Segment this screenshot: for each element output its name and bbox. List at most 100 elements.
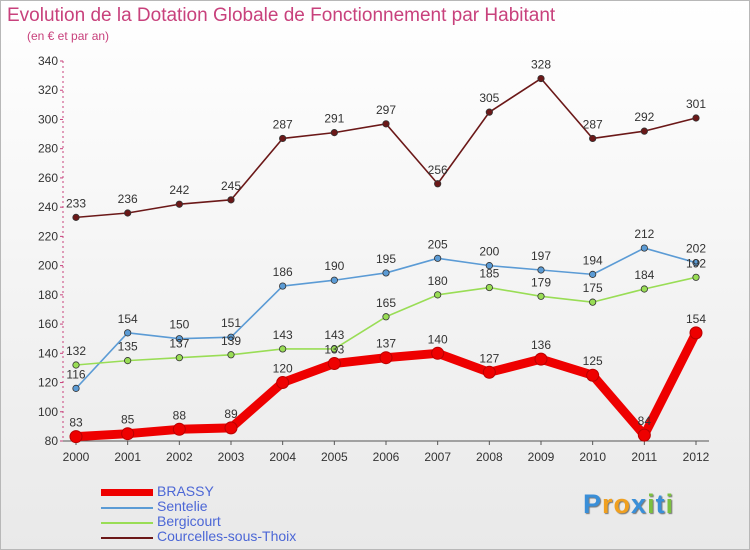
data-label-bergicourt: 175 — [583, 281, 603, 295]
legend-label-courcelles: Courcelles-sous-Thoix — [157, 528, 297, 544]
data-label-courcelles-sous-thoix: 287 — [583, 117, 603, 131]
data-label-brassy: 88 — [173, 408, 187, 422]
data-point-bergicourt — [692, 273, 700, 281]
y-tick-label: 340 — [38, 54, 58, 68]
data-label-bergicourt: 192 — [686, 256, 706, 270]
data-point-courcelles-sous-thoix — [124, 209, 132, 217]
legend-swatch-bergicourt — [101, 522, 153, 524]
data-label-sentelie: 194 — [583, 253, 603, 267]
x-tick-label: 2010 — [579, 450, 606, 464]
data-label-bergicourt: 137 — [169, 337, 189, 351]
y-tick-label: 320 — [38, 83, 58, 97]
data-label-sentelie: 200 — [479, 245, 499, 259]
data-label-bergicourt: 185 — [479, 267, 499, 281]
data-point-sentelie — [382, 269, 390, 277]
data-label-brassy: 133 — [324, 343, 344, 357]
data-label-sentelie: 212 — [634, 227, 654, 241]
x-tick-label: 2009 — [528, 450, 555, 464]
x-tick-label: 2007 — [424, 450, 451, 464]
data-label-sentelie: 116 — [66, 367, 85, 381]
data-point-bergicourt — [72, 361, 80, 369]
data-point-courcelles-sous-thoix — [330, 129, 338, 137]
data-point-sentelie — [175, 335, 183, 343]
data-point-brassy — [327, 357, 341, 371]
data-label-courcelles-sous-thoix: 292 — [634, 110, 654, 124]
x-tick-label: 2005 — [321, 450, 348, 464]
data-point-sentelie — [589, 270, 597, 278]
data-point-bergicourt — [330, 345, 338, 353]
data-label-brassy: 120 — [273, 362, 293, 376]
x-tick-label: 2004 — [269, 450, 296, 464]
data-label-brassy: 84 — [638, 414, 652, 428]
chart-title: Evolution de la Dotation Globale de Fonc… — [7, 5, 556, 26]
data-label-courcelles-sous-thoix: 305 — [479, 91, 499, 105]
data-point-sentelie — [72, 384, 80, 392]
data-label-brassy: 83 — [69, 416, 83, 430]
data-label-sentelie: 151 — [221, 316, 241, 330]
y-tick-label: 180 — [38, 288, 58, 302]
y-tick-label: 240 — [38, 200, 58, 214]
x-tick-label: 2006 — [373, 450, 400, 464]
data-label-courcelles-sous-thoix: 245 — [221, 179, 241, 193]
x-tick-label: 2000 — [63, 450, 90, 464]
y-tick-label: 300 — [38, 112, 58, 126]
y-tick-label: 140 — [38, 346, 58, 360]
legend-label-brassy: BRASSY — [157, 483, 214, 499]
data-label-sentelie: 154 — [118, 312, 138, 326]
data-point-courcelles-sous-thoix — [227, 196, 235, 204]
data-label-bergicourt: 165 — [376, 296, 396, 310]
x-tick-label: 2011 — [631, 450, 657, 464]
data-point-brassy — [689, 326, 703, 340]
data-point-bergicourt — [382, 313, 390, 321]
data-point-bergicourt — [485, 283, 493, 292]
data-label-bergicourt: 184 — [634, 268, 654, 282]
data-label-courcelles-sous-thoix: 287 — [273, 117, 293, 131]
data-point-sentelie — [124, 329, 132, 337]
data-point-sentelie — [485, 262, 493, 270]
data-point-courcelles-sous-thoix — [537, 74, 545, 83]
data-point-sentelie — [537, 266, 545, 274]
data-label-sentelie: 202 — [686, 242, 706, 256]
data-point-brassy — [637, 428, 651, 442]
data-label-courcelles-sous-thoix: 301 — [686, 97, 706, 111]
y-tick-label: 120 — [38, 376, 58, 390]
data-point-brassy — [276, 376, 290, 390]
x-tick-label: 2008 — [476, 450, 503, 464]
data-point-bergicourt — [124, 357, 132, 365]
data-point-courcelles-sous-thoix — [175, 200, 183, 208]
data-point-brassy — [379, 351, 393, 365]
data-label-sentelie: 205 — [428, 237, 448, 251]
data-label-courcelles-sous-thoix: 233 — [66, 196, 86, 210]
logo-letter: r — [602, 489, 614, 519]
data-label-bergicourt: 143 — [273, 328, 293, 342]
data-label-brassy: 89 — [224, 407, 238, 421]
chart-subtitle: (en € et par an) — [27, 29, 110, 43]
data-point-bergicourt — [640, 285, 648, 293]
data-point-courcelles-sous-thoix — [279, 134, 287, 143]
data-point-sentelie — [692, 259, 700, 267]
data-point-bergicourt — [279, 345, 287, 353]
data-label-bergicourt: 143 — [324, 328, 344, 342]
logo-letter: P — [583, 489, 603, 519]
data-label-sentelie: 150 — [169, 318, 189, 332]
data-label-sentelie: 195 — [376, 252, 396, 266]
data-label-sentelie: 197 — [531, 249, 551, 263]
data-label-courcelles-sous-thoix: 297 — [376, 103, 396, 117]
logo-letter: o — [613, 489, 632, 519]
logo-letter: t — [655, 489, 666, 519]
data-point-courcelles-sous-thoix — [640, 127, 648, 135]
y-tick-label: 200 — [38, 259, 58, 273]
x-tick-label: 2012 — [683, 450, 710, 464]
data-label-bergicourt: 179 — [531, 275, 551, 289]
data-point-courcelles-sous-thoix — [382, 120, 390, 128]
data-point-brassy — [534, 352, 548, 366]
data-label-brassy: 140 — [428, 332, 448, 346]
data-point-brassy — [482, 365, 496, 379]
data-label-courcelles-sous-thoix: 242 — [169, 183, 189, 197]
legend-label-bergicourt: Bergicourt — [157, 513, 221, 529]
data-label-courcelles-sous-thoix: 328 — [531, 58, 551, 72]
y-tick-label: 100 — [38, 405, 58, 419]
data-point-sentelie — [330, 276, 338, 284]
